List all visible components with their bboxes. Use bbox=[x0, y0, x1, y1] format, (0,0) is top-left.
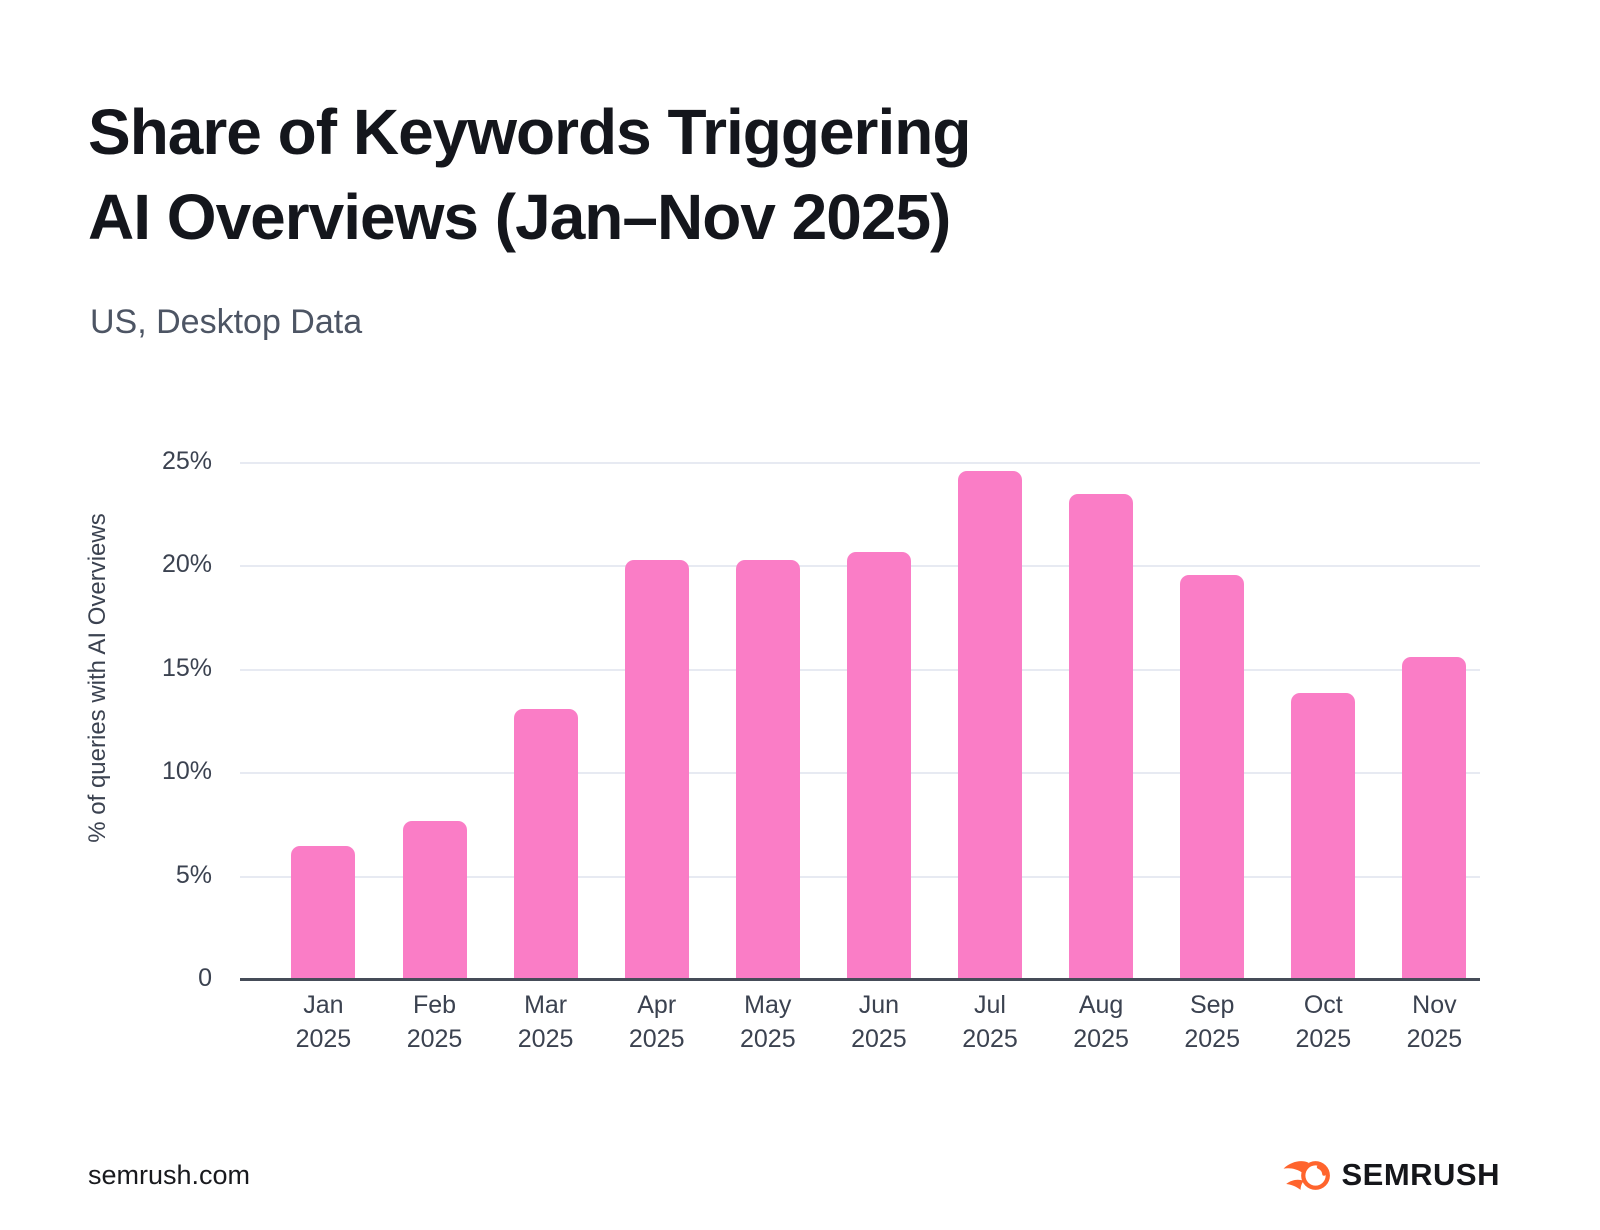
x-tick-year: 2025 bbox=[1406, 1025, 1463, 1053]
bar-apr bbox=[624, 560, 689, 980]
x-tick-label-jul: Jul 2025 bbox=[930, 988, 1050, 1056]
x-tick-label-jan: Jan 2025 bbox=[263, 988, 383, 1056]
y-tick-label-25: 25% bbox=[161, 447, 212, 476]
bar-nov bbox=[1402, 657, 1467, 980]
x-tick-label-sep: Sep 2025 bbox=[1152, 988, 1272, 1056]
x-tick-month: Feb bbox=[412, 991, 457, 1019]
x-tick-label-mar: Mar 2025 bbox=[486, 988, 606, 1056]
x-tick-month: Apr bbox=[637, 991, 677, 1019]
footer-site-url: semrush.com bbox=[88, 1159, 251, 1190]
page-subtitle: US, Desktop Data bbox=[90, 303, 363, 341]
x-axis-line bbox=[240, 978, 1480, 981]
x-tick-label-jun: Jun 2025 bbox=[819, 988, 939, 1056]
x-tick-year: 2025 bbox=[962, 1025, 1018, 1053]
page-title-line1: Share of Keywords Triggering bbox=[88, 96, 971, 168]
x-tick-year: 2025 bbox=[1184, 1025, 1240, 1053]
gridline-25 bbox=[240, 462, 1480, 465]
x-tick-year: 2025 bbox=[295, 1025, 352, 1053]
y-axis-ticks: 0 5% 10% 15% 20% 25% bbox=[0, 443, 212, 992]
bar-may bbox=[735, 560, 800, 980]
x-tick-label-oct: Oct 2025 bbox=[1263, 988, 1383, 1056]
x-tick-year: 2025 bbox=[739, 1025, 796, 1053]
y-tick-label-15: 15% bbox=[161, 653, 212, 682]
semrush-flame-icon bbox=[1284, 1160, 1331, 1190]
x-tick-year: 2025 bbox=[628, 1025, 685, 1053]
semrush-wordmark: SEMRUSH bbox=[1341, 1157, 1500, 1192]
x-tick-month: Mar bbox=[524, 991, 568, 1019]
x-tick-year: 2025 bbox=[1073, 1025, 1129, 1053]
x-tick-label-nov: Nov 2025 bbox=[1374, 988, 1494, 1056]
x-axis-labels: Jan 2025 Feb 2025 Mar 2025 Apr 2025 May 2025 Jun 20… bbox=[240, 988, 1480, 1058]
y-tick-label-5: 5% bbox=[175, 860, 212, 889]
bar-aug bbox=[1069, 494, 1134, 980]
plot-area bbox=[240, 443, 1480, 981]
x-tick-label-apr: Apr 2025 bbox=[597, 988, 717, 1056]
page-title: Share of Keywords Triggering AI Overview… bbox=[88, 90, 971, 260]
bar-jun bbox=[846, 551, 911, 980]
x-tick-month: Sep bbox=[1189, 991, 1235, 1019]
x-tick-label-feb: Feb 2025 bbox=[375, 988, 495, 1056]
bar-mar bbox=[513, 709, 578, 980]
x-tick-month: Jul bbox=[974, 991, 1006, 1019]
bar-oct bbox=[1291, 692, 1356, 980]
y-tick-label-20: 20% bbox=[161, 550, 212, 579]
bar-sep bbox=[1180, 574, 1245, 980]
footer: semrush.com SEMRUSH bbox=[88, 1150, 1500, 1200]
x-tick-month: Jan bbox=[303, 991, 344, 1019]
bar-feb bbox=[402, 820, 467, 980]
x-tick-year: 2025 bbox=[406, 1025, 463, 1053]
x-tick-month: Oct bbox=[1303, 991, 1343, 1019]
page-title-line2: AI Overviews (Jan–Nov 2025) bbox=[88, 181, 951, 253]
x-tick-month: Nov bbox=[1412, 991, 1457, 1019]
y-tick-label-10: 10% bbox=[161, 757, 212, 786]
x-tick-year: 2025 bbox=[517, 1025, 574, 1053]
bar-jul bbox=[958, 471, 1022, 980]
x-tick-label-aug: Aug 2025 bbox=[1041, 988, 1161, 1056]
x-tick-label-may: May 2025 bbox=[708, 988, 828, 1056]
bar-jan bbox=[291, 845, 356, 980]
x-tick-month: Jun bbox=[858, 991, 900, 1019]
x-tick-year: 2025 bbox=[851, 1025, 907, 1053]
y-tick-label-0: 0 bbox=[198, 964, 212, 992]
x-tick-month: May bbox=[744, 991, 792, 1019]
x-tick-year: 2025 bbox=[1295, 1025, 1352, 1053]
semrush-logo: SEMRUSH bbox=[1283, 1157, 1500, 1193]
x-tick-month: Aug bbox=[1078, 991, 1124, 1019]
